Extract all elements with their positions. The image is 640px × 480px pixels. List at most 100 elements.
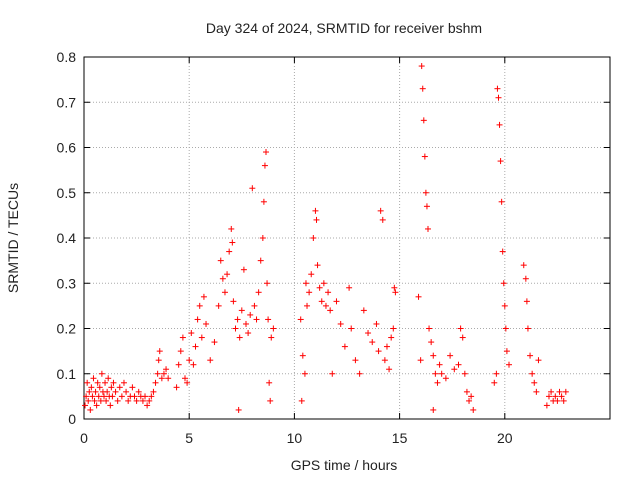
data-point <box>418 63 425 70</box>
y-tick-label: 0.1 <box>57 366 77 382</box>
data-point <box>270 325 277 332</box>
data-point <box>105 375 112 382</box>
data-point <box>84 379 91 386</box>
y-tick-label: 0.2 <box>57 321 77 337</box>
data-point <box>98 370 105 377</box>
data-point <box>267 397 274 404</box>
data-point <box>313 216 320 223</box>
data-point <box>463 388 470 395</box>
data-point <box>226 248 233 255</box>
data-point <box>466 397 473 404</box>
data-point <box>155 357 162 364</box>
data-point <box>160 370 167 377</box>
data-point <box>348 325 355 332</box>
data-point <box>502 325 509 332</box>
data-point <box>491 379 498 386</box>
data-point <box>421 153 428 160</box>
data-point <box>459 334 466 341</box>
data-point <box>494 85 501 92</box>
data-point <box>501 302 508 309</box>
data-point <box>560 397 567 404</box>
mark-layer <box>82 63 569 413</box>
data-point <box>531 379 538 386</box>
data-point <box>496 121 503 128</box>
data-point <box>135 388 142 395</box>
y-tick-label: 0 <box>68 411 76 427</box>
data-point <box>211 339 218 346</box>
data-point <box>188 330 195 337</box>
data-point <box>312 207 319 214</box>
data-point <box>558 393 565 400</box>
data-point <box>422 189 429 196</box>
data-point <box>175 361 182 368</box>
data-point <box>112 388 119 395</box>
data-point <box>493 370 500 377</box>
data-point <box>322 302 329 309</box>
data-point <box>247 311 254 318</box>
data-point <box>94 379 101 386</box>
data-point <box>499 248 506 255</box>
data-point <box>390 325 397 332</box>
data-point <box>125 397 132 404</box>
data-point <box>533 388 540 395</box>
data-point <box>523 298 530 305</box>
data-point <box>243 320 250 327</box>
data-point <box>259 235 266 241</box>
data-point <box>215 302 222 309</box>
data-point <box>556 388 563 395</box>
data-point <box>301 370 308 377</box>
data-point <box>194 316 201 323</box>
data-point <box>373 320 380 327</box>
data-point <box>150 388 157 395</box>
data-point <box>562 388 569 395</box>
data-point <box>264 280 271 287</box>
data-point <box>255 289 262 296</box>
data-point <box>266 379 273 386</box>
data-point <box>86 388 93 395</box>
data-point <box>470 406 477 413</box>
data-point <box>423 203 430 210</box>
data-point <box>118 393 125 400</box>
data-point <box>97 397 104 404</box>
data-point <box>108 384 115 391</box>
data-point <box>107 402 114 409</box>
chart-title: Day 324 of 2024, SRMTID for receiver bsh… <box>206 20 482 36</box>
data-point <box>451 366 458 373</box>
data-point <box>352 357 359 364</box>
data-point <box>468 393 475 400</box>
data-point <box>356 370 363 377</box>
data-point <box>447 352 454 359</box>
data-point <box>543 402 550 409</box>
data-point <box>527 352 534 359</box>
data-point <box>360 307 367 314</box>
data-point <box>96 384 103 391</box>
data-point <box>554 397 561 404</box>
data-point <box>88 384 95 391</box>
data-point <box>506 361 513 368</box>
data-point <box>314 262 321 269</box>
data-point <box>179 334 186 341</box>
data-point <box>442 375 449 382</box>
data-point <box>457 325 464 332</box>
data-point <box>432 370 439 377</box>
data-point <box>430 352 437 359</box>
data-point <box>341 343 348 350</box>
grid-layer <box>84 57 610 419</box>
data-point <box>100 393 107 400</box>
data-point <box>184 379 191 386</box>
data-point <box>337 320 344 327</box>
data-point <box>198 334 205 341</box>
data-point <box>114 397 121 404</box>
y-axis-label: SRMTID / TECUs <box>5 183 21 293</box>
data-point <box>236 334 243 341</box>
data-point <box>346 284 353 291</box>
data-point <box>229 239 236 246</box>
data-point <box>377 207 384 214</box>
data-point <box>82 402 89 409</box>
data-point <box>142 393 149 400</box>
data-point <box>310 235 317 241</box>
data-point <box>103 397 110 404</box>
data-point <box>365 330 372 337</box>
data-point <box>297 316 304 323</box>
